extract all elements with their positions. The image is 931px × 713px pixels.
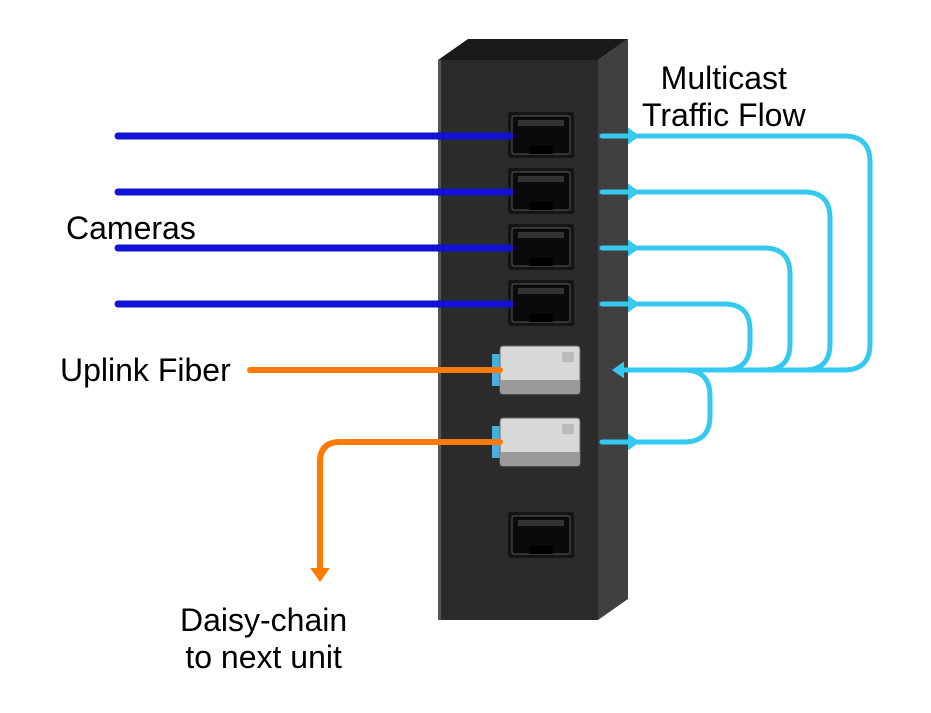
rj45-port — [508, 112, 574, 158]
rj45-port — [508, 224, 574, 270]
daisy-chain-label-line1: Daisy-chain — [180, 602, 347, 639]
switch-top-face — [438, 39, 628, 60]
switch-side-face — [598, 39, 628, 620]
multicast-label-line1: Multicast — [642, 60, 806, 97]
rj45-port — [508, 280, 574, 326]
multicast-label: Multicast Traffic Flow — [642, 60, 806, 134]
multicast-label-line2: Traffic Flow — [642, 97, 806, 134]
arrowhead-icon — [310, 568, 330, 582]
cameras-label: Cameras — [66, 210, 196, 247]
arrowhead-icon — [628, 296, 640, 313]
multicast-flow-line — [602, 192, 830, 370]
switch-edge-highlight — [438, 60, 441, 620]
sfp-port — [492, 418, 580, 466]
sfp-port — [492, 346, 580, 394]
daisy-chain-label: Daisy-chain to next unit — [180, 602, 347, 676]
rj45-port — [508, 512, 574, 558]
arrowhead-icon — [628, 240, 640, 257]
arrowhead-icon — [628, 184, 640, 201]
uplink-label: Uplink Fiber — [60, 352, 231, 389]
rj45-port — [508, 168, 574, 214]
arrowhead-icon — [628, 434, 640, 451]
daisy-chain-label-line2: to next unit — [180, 639, 347, 676]
arrowhead-icon — [628, 128, 640, 145]
